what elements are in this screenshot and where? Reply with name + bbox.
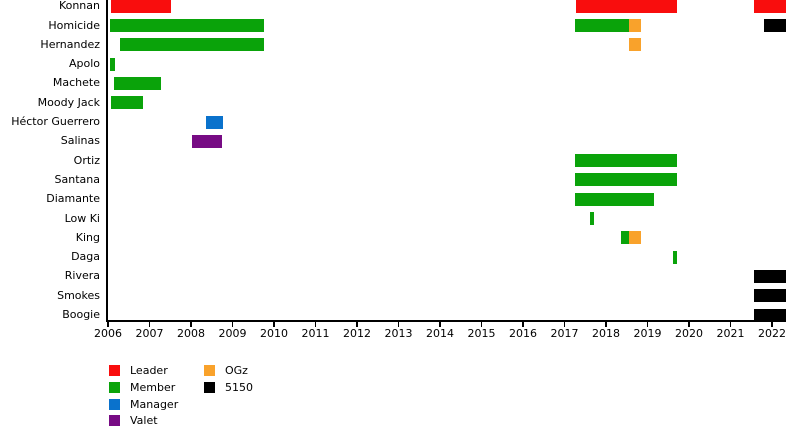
bar-h-ctor-guerrero-manager [205,115,224,129]
x-tick-label: 2011 [301,327,330,340]
legend-swatch-manager [109,398,120,410]
x-tick [688,322,690,327]
bar-homicide-member [110,19,265,32]
bar-diamante-member [574,192,655,206]
x-axis-line [106,320,786,322]
legend-label-member: Member [130,380,176,394]
legend-label-valet: Valet [130,414,158,428]
x-tick-label: 2013 [384,327,413,340]
row-label-boogie: Boogie [62,308,100,321]
bar-boogie-5150 [754,308,786,322]
x-tick [522,322,524,327]
x-tick-label: 2006 [94,327,122,340]
bar-homicide-5150 [764,19,786,32]
row-label-ortiz: Ortiz [73,153,100,167]
x-tick [397,322,399,327]
x-tick [314,322,316,327]
row-label-hernandez: Hernandez [40,37,100,51]
legend-label-5150: 5150 [225,380,253,394]
bar-daga-member [672,250,677,264]
legend-swatch-valet [109,415,120,427]
legend-swatch-5150 [204,381,215,393]
x-tick-label: 2016 [509,327,537,340]
row-label-king: King [75,230,100,244]
row-label-diamante: Diamante [46,192,100,206]
x-tick [771,322,773,327]
x-tick-label: 2020 [675,327,703,340]
bar-salinas-valet [192,134,223,148]
x-tick [729,322,731,327]
legend-label-ogz: OGz [225,364,248,377]
legend-swatch-ogz [204,365,215,376]
bar-machete-member [113,76,162,90]
x-tick [356,322,358,327]
x-tick-label: 2017 [550,327,579,340]
row-label-homicide: Homicide [48,18,100,32]
bar-king-ogz [628,231,641,245]
bar-hernandez-ogz [628,38,641,52]
row-label-santana: Santana [54,172,100,186]
bar-smokes-5150 [754,289,786,303]
bar-konnan-leader [110,0,172,13]
y-axis-line [106,0,108,322]
row-label-rivera: Rivera [64,269,100,283]
row-label-low-ki: Low Ki [64,211,100,225]
x-tick-label: 2015 [467,327,496,340]
x-tick [148,322,150,327]
x-tick [646,322,648,327]
row-label-moody-jack: Moody Jack [37,95,100,109]
x-tick-label: 2022 [758,327,786,340]
row-label-daga: Daga [71,250,100,264]
x-tick-label: 2010 [260,327,288,340]
row-label-smokes: Smokes [57,288,100,302]
row-label-h-ctor-guerrero: Héctor Guerrero [11,115,100,128]
x-tick-label: 2019 [633,327,662,340]
x-tick [605,322,607,327]
x-tick [273,322,275,327]
x-tick [480,322,482,327]
legend-swatch-leader [109,365,120,376]
x-tick-label: 2018 [592,327,620,340]
x-tick-label: 2021 [716,327,745,340]
bar-moody-jack-member [110,96,143,110]
x-tick-label: 2014 [426,327,454,340]
bar-king-member [620,231,629,245]
row-label-machete: Machete [52,76,100,90]
row-label-apolo: Apolo [68,57,100,71]
x-tick-label: 2012 [343,327,371,340]
row-label-salinas: Salinas [60,134,100,148]
bar-apolo-member [110,57,116,71]
bar-konnan-leader [754,0,786,13]
bar-konnan-leader [576,0,677,13]
x-tick-label: 2007 [135,327,164,340]
legend-label-leader: Leader [130,364,168,377]
bar-rivera-5150 [754,269,786,283]
row-label-konnan: Konnan [58,0,100,13]
x-tick [107,322,109,327]
bar-santana-member [574,173,677,187]
bar-homicide-ogz [628,19,641,32]
x-tick [190,322,192,327]
bar-low-ki-member [589,212,594,225]
bar-hernandez-member [120,38,265,52]
x-tick-label: 2009 [218,327,247,340]
legend-label-manager: Manager [130,397,179,411]
bar-ortiz-member [574,154,677,168]
bar-homicide-member [574,19,629,32]
legend-swatch-member [109,381,120,393]
x-tick [439,322,441,327]
x-tick-label: 2008 [177,327,205,340]
x-tick [563,322,565,327]
x-tick [231,322,233,327]
